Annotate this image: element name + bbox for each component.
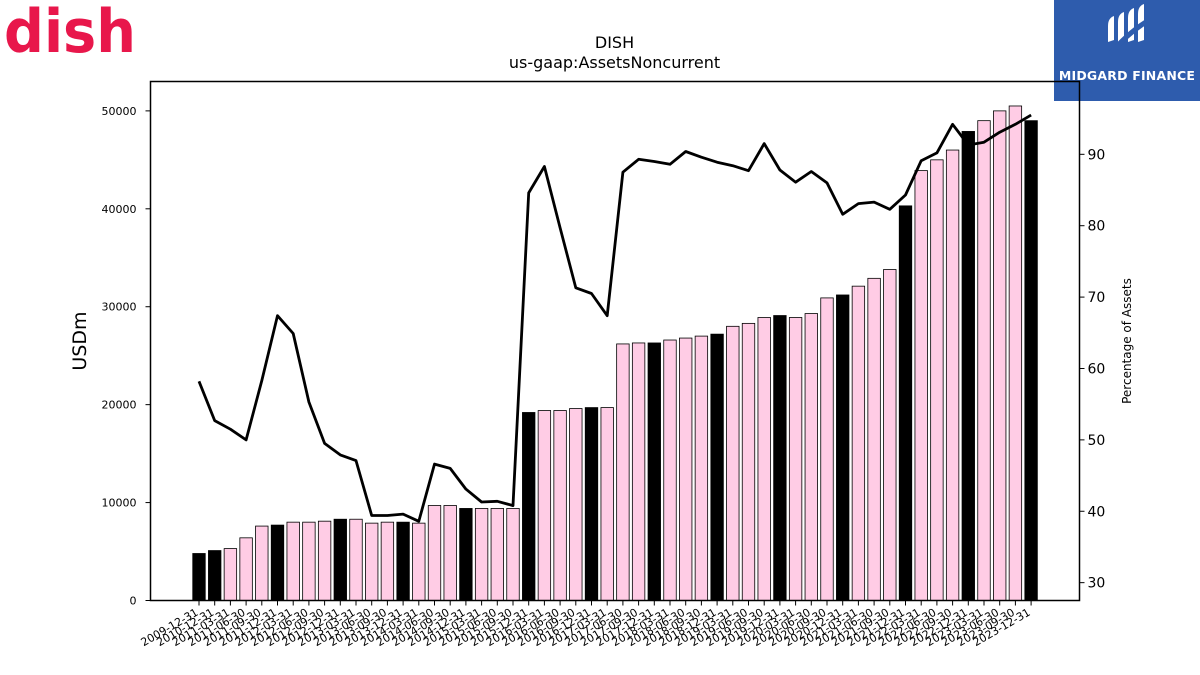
bar [961, 131, 975, 601]
y-axis-label: USDm [69, 311, 91, 370]
y2-tick-label: 80 [1088, 219, 1106, 235]
bar [239, 537, 253, 601]
y2-tick-label: 70 [1088, 290, 1106, 306]
bar [757, 317, 771, 601]
bar [380, 521, 395, 601]
chart-title: DISH [595, 33, 634, 52]
midgard-finance-logo: MIDGARD FINANCE [1054, 0, 1200, 101]
bar [365, 522, 379, 601]
bar [333, 518, 347, 601]
percentage-line [197, 113, 1032, 523]
y-tick-label: 0 [130, 595, 137, 608]
y-tick-label: 10000 [102, 497, 137, 510]
bar [412, 522, 426, 601]
bar [349, 518, 363, 601]
bar [773, 315, 787, 601]
bar [930, 159, 944, 601]
bar [898, 205, 913, 601]
plot-frame [149, 80, 1081, 602]
dish-logo: dish [4, 4, 136, 56]
bar [474, 508, 489, 601]
bar [553, 410, 567, 601]
dish-logo-text: dish [4, 4, 136, 56]
midgard-brand-text: MIDGARD FINANCE [1058, 68, 1196, 83]
bar [804, 313, 818, 601]
bar [836, 294, 850, 601]
bars-group [192, 105, 1038, 601]
bar [286, 521, 300, 601]
bar [726, 325, 740, 601]
bar [506, 508, 520, 601]
bar [584, 407, 599, 601]
bar [443, 505, 457, 601]
y2-tick-label: 40 [1088, 504, 1106, 520]
bar [663, 339, 677, 601]
bar [427, 505, 442, 601]
bar [631, 342, 646, 601]
bar [192, 553, 206, 601]
bar [914, 170, 928, 601]
y2-tick-label: 60 [1088, 361, 1106, 377]
bar [616, 343, 630, 601]
bar [302, 521, 316, 601]
left-axis: 0 10000 20000 30000 40000 50000 [102, 105, 151, 608]
bar [867, 277, 881, 601]
bar [537, 410, 552, 601]
bar [1008, 105, 1023, 601]
bar [883, 269, 897, 601]
bar [317, 520, 332, 601]
bar [459, 508, 473, 601]
bar [600, 407, 614, 601]
bar [647, 342, 661, 601]
bar [522, 412, 536, 601]
y2-axis-label: Percentage of Assets [1120, 278, 1134, 404]
bar [270, 524, 285, 601]
y2-tick-label: 50 [1088, 433, 1106, 449]
bar [208, 550, 222, 601]
bar [710, 333, 724, 601]
bar [569, 408, 583, 601]
bar [788, 317, 803, 601]
bar [945, 149, 960, 601]
bar [741, 322, 756, 601]
chart-subtitle: us-gaap:AssetsNoncurrent [509, 53, 720, 72]
line-group [197, 113, 1032, 523]
bar [977, 120, 991, 601]
y-tick-label: 40000 [102, 203, 137, 216]
bar [255, 525, 269, 601]
y2-tick-label: 30 [1088, 576, 1106, 592]
y-tick-label: 30000 [102, 301, 137, 314]
bar [396, 521, 410, 601]
y-tick-label: 20000 [102, 399, 137, 412]
bar [993, 110, 1007, 601]
y2-tick-label: 90 [1088, 147, 1106, 163]
bar [694, 335, 709, 601]
bar [851, 285, 866, 601]
y-tick-label: 50000 [102, 105, 137, 118]
bar [679, 337, 693, 601]
x-axis: 2009-12-312010-12-312011-03-312011-06-30… [139, 600, 1033, 649]
midgard-emblem-icon [1108, 4, 1148, 56]
bar [820, 297, 834, 601]
bar [223, 548, 238, 601]
right-axis: 30 40 50 60 70 80 90 [1079, 147, 1106, 592]
bar [1024, 120, 1038, 601]
bar [490, 508, 504, 601]
